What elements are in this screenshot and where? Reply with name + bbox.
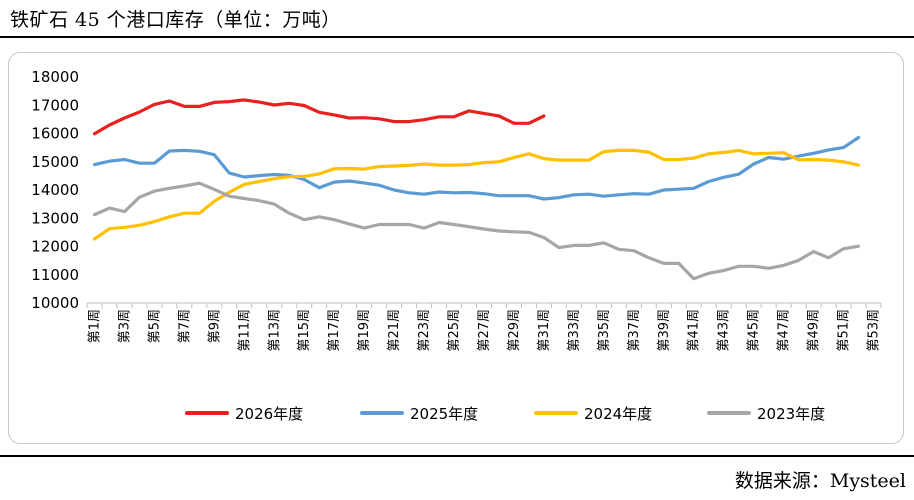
top-divider [0,36,914,38]
series-line-2025年度 [92,135,861,201]
y-tick-label: 10000 [31,294,79,312]
y-tick-label: 14000 [31,181,79,199]
y-tick-label: 11000 [31,266,79,284]
x-tick-label: 第49周 [807,309,822,352]
chart-title: 铁矿石 45 个港口库存（单位：万吨） [10,9,341,31]
series-line-2023年度 [92,181,861,281]
x-tick-label: 第25周 [447,309,462,352]
legend-label: 2026年度 [235,405,303,423]
x-tick-label: 第45周 [747,309,762,352]
y-tick-label: 13000 [31,209,79,227]
x-tick-label: 第11周 [237,309,252,352]
x-tick-label: 第43周 [717,309,732,352]
x-tick-label: 第31周 [537,309,552,352]
series-layer [92,98,861,281]
series-line-2026年度 [92,98,546,136]
x-axis: 第1周 第3周 第5周 第7周 第9周 第11周 第13周 第15周 第17周 第19周 第21周第… [86,302,882,352]
series-line-2024年度 [92,148,861,241]
x-tick-label: 第33周 [567,309,582,352]
x-tick-label: 第35周 [597,309,612,352]
y-tick-label: 18000 [31,68,79,86]
x-tick-label: 第27周 [477,309,492,352]
x-tick-label: 第21周 [387,309,402,352]
x-tick-label: 第13周 [267,309,282,352]
x-tick-label: 第1周 [87,309,102,343]
x-tick-label: 第7周 [177,309,192,343]
x-tick-label: 第9周 [207,309,222,343]
x-tick-label: 第15周 [297,309,312,352]
x-tick-label: 第37周 [627,309,642,352]
x-tick-label: 第3周 [117,309,132,343]
x-tick-label: 第51周 [837,309,852,352]
bottom-divider [0,455,914,457]
x-tick-label: 第41周 [687,309,702,352]
legend-label: 2023年度 [757,405,825,423]
x-tick-label: 第17周 [327,309,342,352]
x-tick-label: 第29周 [507,309,522,352]
line-chart: 10000 11000 12000 13000 14000 15000 16000 17000… [31,68,882,423]
x-tick-label: 第39周 [657,309,672,352]
x-tick-label: 第53周 [867,309,882,352]
source-note: 数据来源：Mysteel [734,470,906,492]
legend-label: 2024年度 [584,405,652,423]
x-tick-label: 第19周 [357,309,372,352]
y-tick-label: 12000 [31,238,79,256]
x-tick-label: 第47周 [777,309,792,352]
legend-label: 2025年度 [410,405,478,423]
x-tick-label: 第5周 [147,309,162,343]
legend: 2026年度 2025年度 2024年度 2023年度 [185,405,825,423]
y-tick-label: 16000 [31,125,79,143]
y-tick-label: 17000 [31,96,79,114]
chart-frame: 10000 11000 12000 13000 14000 15000 16000 17000… [8,52,904,444]
x-tick-label: 第23周 [417,309,432,352]
y-tick-label: 15000 [31,153,79,171]
y-axis: 10000 11000 12000 13000 14000 15000 16000 17000… [31,68,79,312]
